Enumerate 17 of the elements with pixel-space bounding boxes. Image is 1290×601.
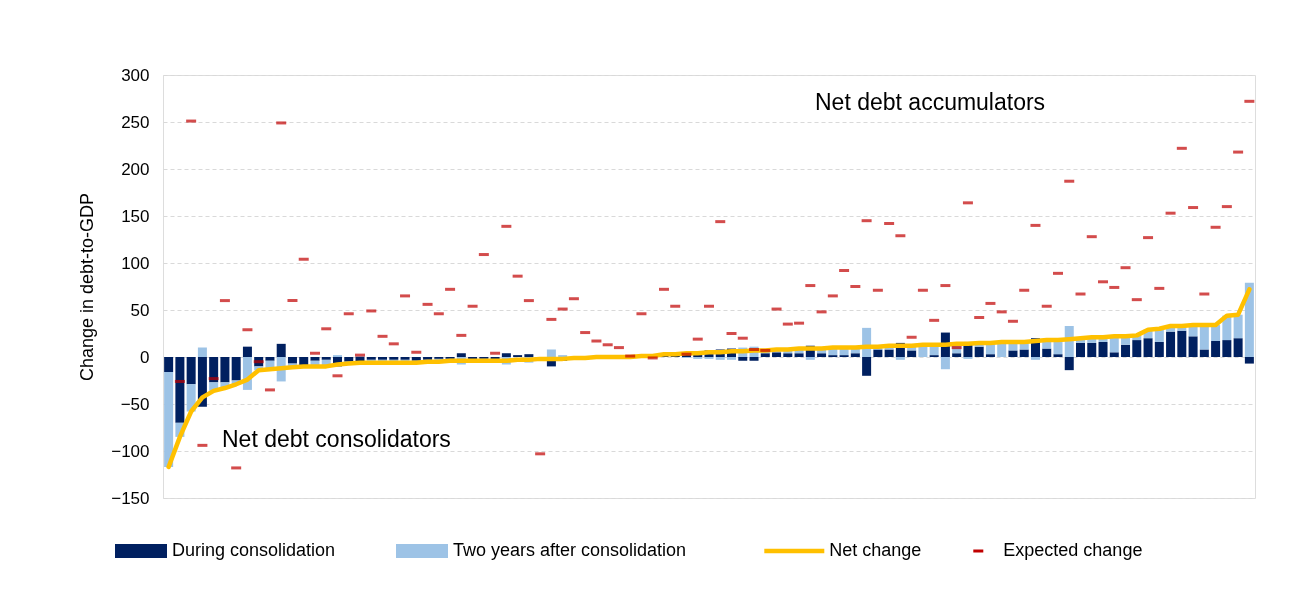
y-axis-title: Change in debt-to-GDP: [77, 192, 98, 382]
y-tick-label: 150: [121, 206, 150, 226]
annotation: Net debt consolidators: [222, 426, 451, 452]
legend-label: Expected change: [1003, 540, 1143, 560]
y-tick-label: 300: [121, 65, 150, 85]
y-tick-label: 0: [140, 347, 150, 367]
y-tick-label: 50: [130, 300, 150, 320]
y-tick-label: −100: [111, 441, 150, 461]
legend-label: Two years after consolidation: [453, 540, 687, 560]
annotation: Net debt accumulators: [815, 89, 1046, 115]
legend-label: Net change: [829, 540, 922, 560]
y-tick-label: 200: [121, 159, 150, 179]
legend-label: During consolidation: [172, 540, 336, 560]
y-tick-label: −150: [111, 488, 150, 508]
y-tick-label: 250: [121, 112, 150, 132]
y-tick-label: −50: [120, 394, 150, 414]
y-tick-label: 100: [121, 253, 150, 273]
